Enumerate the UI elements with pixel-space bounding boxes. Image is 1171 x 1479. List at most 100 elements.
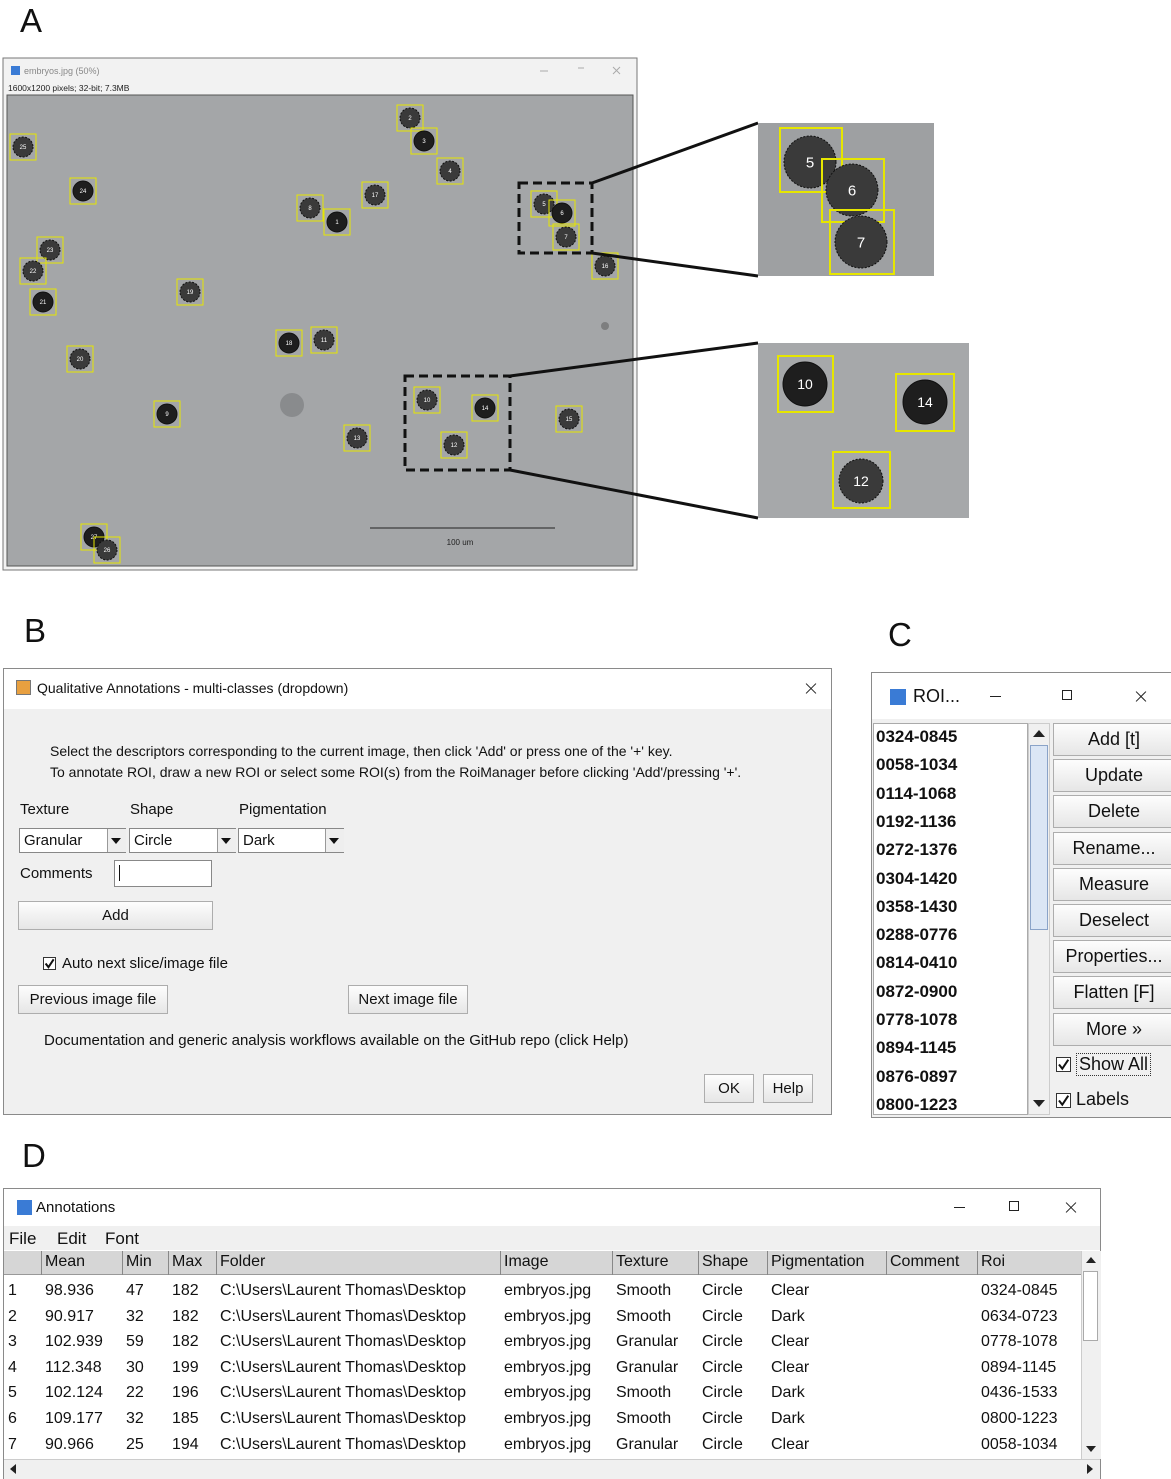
scroll-up[interactable]: [1033, 730, 1045, 737]
dropdown[interactable]: Circle: [129, 828, 236, 853]
roi-label: 12: [451, 443, 458, 449]
menu-item[interactable]: Edit: [57, 1229, 86, 1249]
dropdown-value: Circle: [134, 832, 172, 849]
dropdown[interactable]: Dark: [238, 828, 344, 853]
table-cell: Clear: [771, 1333, 809, 1351]
scrollbar-thumb[interactable]: [1030, 745, 1048, 930]
ok-button[interactable]: OK: [704, 1074, 754, 1103]
checkbox[interactable]: [1056, 1057, 1071, 1072]
previous-button[interactable]: Previous image file: [18, 985, 168, 1014]
column-header[interactable]: Pigmentation: [771, 1253, 864, 1271]
roi-button[interactable]: Flatten [F]: [1053, 976, 1171, 1009]
roi-list-item[interactable]: 0192-1136: [876, 812, 956, 832]
column-header[interactable]: Texture: [616, 1253, 668, 1271]
menu-item[interactable]: Font: [105, 1229, 139, 1249]
roi-list-item[interactable]: 0778-1078: [876, 1010, 957, 1030]
table-cell: 4: [8, 1359, 17, 1377]
roi-button[interactable]: Deselect: [1053, 904, 1171, 937]
text-cursor: [119, 865, 120, 881]
roi-label: 13: [354, 436, 361, 442]
column-header[interactable]: Folder: [220, 1253, 265, 1271]
column-header[interactable]: Min: [126, 1253, 152, 1271]
table-cell: 90.917: [45, 1308, 94, 1326]
maximize-button[interactable]: [1009, 1201, 1019, 1211]
roi-list-item[interactable]: 0114-1068: [876, 784, 956, 804]
checkbox[interactable]: [43, 957, 56, 970]
roi-label: 10: [797, 376, 813, 392]
roi-list-item[interactable]: 0358-1430: [876, 897, 957, 917]
roi-button[interactable]: Add [t]: [1053, 723, 1171, 756]
field-label: Shape: [130, 801, 173, 818]
roi-list-item[interactable]: 0814-0410: [876, 953, 957, 973]
minimize-button[interactable]: [990, 696, 1001, 697]
table-cell: 5: [8, 1384, 17, 1402]
checkbox-label: Auto next slice/image file: [62, 955, 228, 972]
column-header[interactable]: Comment: [890, 1253, 959, 1271]
scroll-up[interactable]: [1086, 1257, 1096, 1263]
minimize-button[interactable]: [954, 1207, 965, 1208]
roi-button[interactable]: Rename...: [1053, 832, 1171, 865]
scroll-right[interactable]: [1087, 1464, 1093, 1474]
table-cell: 182: [172, 1333, 199, 1351]
table-cell: embryos.jpg: [504, 1359, 591, 1377]
roi-label: 7: [857, 234, 865, 251]
column-header[interactable]: Mean: [45, 1253, 85, 1271]
roi-list-item[interactable]: 0304-1420: [876, 869, 957, 889]
roi-list-item[interactable]: 0894-1145: [876, 1038, 956, 1058]
table-cell: 0800-1223: [981, 1410, 1058, 1428]
table-cell: 98.936: [45, 1282, 94, 1300]
table-cell: 7: [8, 1436, 17, 1454]
close-button[interactable]: [1064, 1200, 1078, 1214]
checkbox-label[interactable]: Labels: [1076, 1089, 1129, 1110]
column-header[interactable]: Shape: [702, 1253, 748, 1271]
roi-list-item[interactable]: 0876-0897: [876, 1067, 957, 1087]
panel-a: embryos.jpg (50%)1600x1200 pixels; 32-bi…: [0, 0, 1171, 590]
table-cell: Dark: [771, 1384, 805, 1402]
scroll-left[interactable]: [10, 1464, 16, 1474]
scroll-down[interactable]: [1033, 1100, 1045, 1107]
roi-button[interactable]: Update: [1053, 759, 1171, 792]
roi-button[interactable]: Delete: [1053, 795, 1171, 828]
maximize-button[interactable]: [1062, 690, 1072, 700]
roi-label: 12: [853, 473, 869, 489]
scroll-down[interactable]: [1086, 1446, 1096, 1452]
column-header[interactable]: Image: [504, 1253, 548, 1271]
table-cell: Circle: [702, 1436, 743, 1454]
roi-label: 20: [77, 357, 84, 363]
table-cell: 32: [126, 1308, 144, 1326]
table-cell: Clear: [771, 1436, 809, 1454]
checkbox[interactable]: [1056, 1093, 1071, 1108]
instruction-text: To annotate ROI, draw a new ROI or selec…: [50, 764, 741, 780]
app-icon: [16, 680, 31, 695]
app-icon: [11, 66, 20, 75]
add-button[interactable]: Add: [18, 901, 213, 930]
menu-item[interactable]: File: [9, 1229, 36, 1249]
roi-button[interactable]: Measure: [1053, 868, 1171, 901]
checkbox-label[interactable]: Show All: [1076, 1053, 1151, 1076]
close-button[interactable]: [804, 681, 818, 695]
table-cell: 30: [126, 1359, 144, 1377]
next-button[interactable]: Next image file: [348, 985, 468, 1014]
roi-list-item[interactable]: 0800-1223: [876, 1095, 957, 1115]
roi-label: 25: [20, 145, 27, 151]
comments-input[interactable]: [114, 860, 212, 887]
roi-list-item[interactable]: 0272-1376: [876, 840, 957, 860]
table-cell: 196: [172, 1384, 199, 1402]
comments-label: Comments: [20, 865, 93, 882]
dropdown[interactable]: Granular: [19, 828, 126, 853]
roi-list-item[interactable]: 0058-1034: [876, 755, 957, 775]
roi-button[interactable]: Properties...: [1053, 940, 1171, 973]
column-header[interactable]: Max: [172, 1253, 202, 1271]
roi-list-item[interactable]: 0288-0776: [876, 925, 957, 945]
window-title: Annotations: [36, 1199, 115, 1216]
roi-button[interactable]: More »: [1053, 1013, 1171, 1046]
roi-list-item[interactable]: 0324-0845: [876, 727, 957, 747]
roi-list-item[interactable]: 0872-0900: [876, 982, 957, 1002]
column-header[interactable]: Roi: [981, 1253, 1005, 1271]
v-thumb[interactable]: [1083, 1271, 1098, 1341]
roi-label: 16: [602, 264, 609, 270]
table-cell: Smooth: [616, 1410, 671, 1428]
help-button[interactable]: Help: [763, 1074, 813, 1103]
column-separator: [500, 1251, 501, 1275]
close-button[interactable]: [1134, 689, 1148, 703]
